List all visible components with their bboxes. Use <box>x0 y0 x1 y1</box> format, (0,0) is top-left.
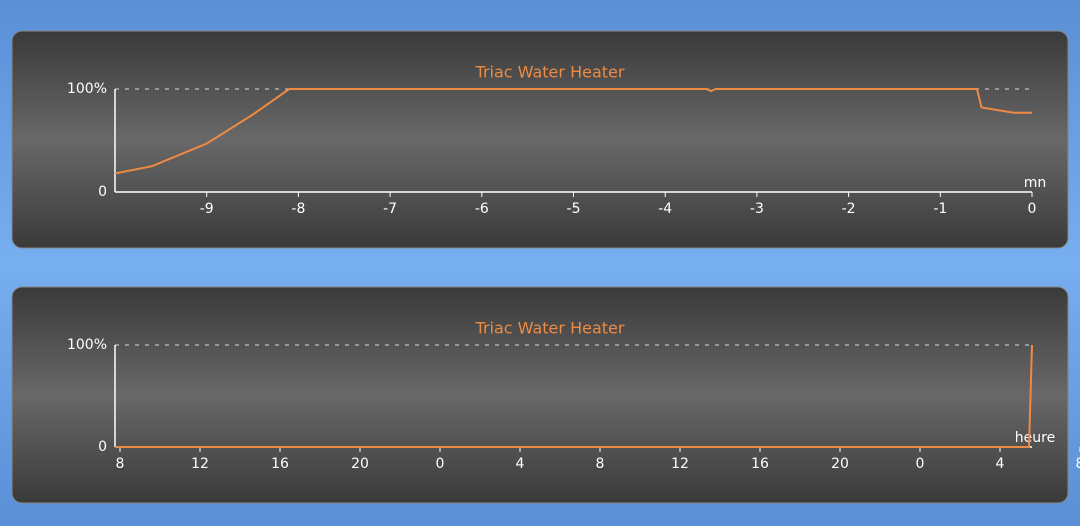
x-tick-label: 16 <box>751 456 769 472</box>
x-tick-label: -4 <box>658 201 672 217</box>
x-tick-label: 8 <box>1076 456 1080 472</box>
y-tick-label: 0 <box>98 439 107 455</box>
x-tick-label: -2 <box>842 201 856 217</box>
chart-title: Triac Water Heater <box>475 63 625 82</box>
line-series <box>115 344 1033 448</box>
x-axis-label: heure <box>1015 430 1055 446</box>
x-tick-label: 4 <box>996 456 1005 472</box>
chart-title: Triac Water Heater <box>475 319 625 338</box>
x-tick-label: 20 <box>831 456 849 472</box>
x-tick-label: 16 <box>271 456 289 472</box>
x-tick-label: -3 <box>750 201 764 217</box>
x-tick-label: 4 <box>516 456 525 472</box>
x-tick-label: -1 <box>933 201 947 217</box>
panel <box>11 286 1069 504</box>
x-tick-label: 12 <box>191 456 209 472</box>
x-tick-label: 12 <box>671 456 689 472</box>
panel <box>11 30 1069 249</box>
y-tick-label: 0 <box>98 184 107 200</box>
x-tick-label: -9 <box>200 201 214 217</box>
x-tick-label: 0 <box>916 456 925 472</box>
x-tick-label: 8 <box>596 456 605 472</box>
x-tick-label: 8 <box>116 456 125 472</box>
x-tick-label: -5 <box>567 201 581 217</box>
x-tick-label: -7 <box>383 201 397 217</box>
y-tick-label: 100% <box>67 337 107 353</box>
x-tick-label: 0 <box>1028 201 1037 217</box>
x-tick-label: -6 <box>475 201 489 217</box>
x-tick-label: 20 <box>351 456 369 472</box>
x-tick-label: 0 <box>436 456 445 472</box>
line-series <box>114 88 1032 175</box>
x-axis-label: mn <box>1024 175 1047 191</box>
y-tick-label: 100% <box>67 81 107 97</box>
x-tick-label: -8 <box>291 201 305 217</box>
